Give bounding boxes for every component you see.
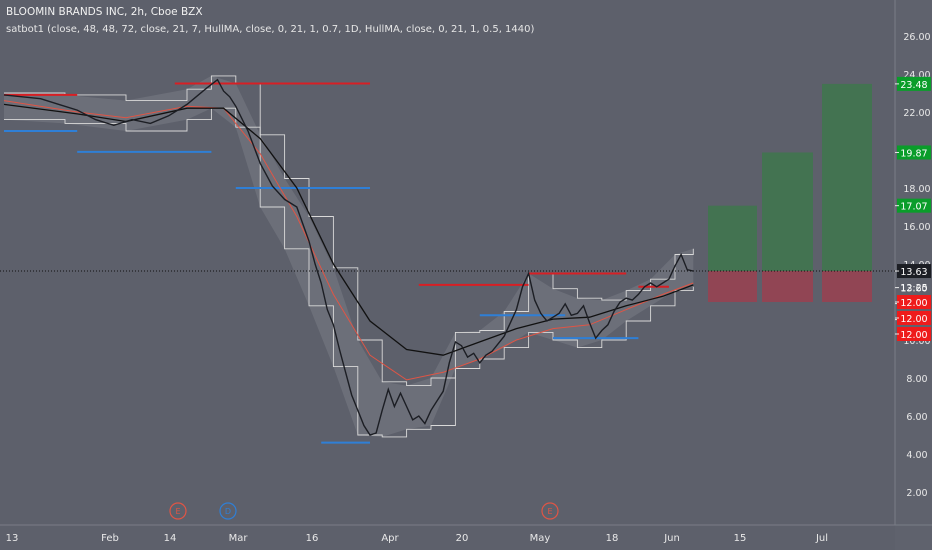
y-tick-label: 22.00 bbox=[903, 108, 930, 119]
last-price-label-bg bbox=[897, 264, 931, 279]
y-tick-label: 8.00 bbox=[906, 374, 927, 385]
y-tick-label: 24.00 bbox=[903, 70, 930, 81]
target-label-2-bg bbox=[897, 145, 931, 160]
target-zone-3 bbox=[708, 205, 757, 272]
stop-label-3: 12.00 bbox=[900, 330, 927, 341]
target-label-3: 17.07 bbox=[900, 202, 927, 213]
level-label-1: 13.60 bbox=[900, 284, 927, 295]
x-tick-label: Apr bbox=[381, 533, 399, 544]
target-zone-2 bbox=[762, 152, 813, 272]
stop-label-1: 12.00 bbox=[900, 298, 927, 309]
x-tick-label: 14 bbox=[164, 533, 177, 544]
target-label-3-bg bbox=[897, 198, 931, 213]
stop-zone-3 bbox=[822, 271, 872, 302]
stop-label-2: 12.00 bbox=[900, 314, 927, 325]
fast-ma-line bbox=[3, 100, 694, 381]
x-tick-label: 20 bbox=[456, 533, 469, 544]
price-line bbox=[3, 78, 694, 436]
stop-label-1-bg bbox=[897, 295, 931, 309]
x-tick-label: 13 bbox=[6, 533, 19, 544]
stop-label-3-bg bbox=[897, 327, 931, 341]
channel-fill bbox=[4, 75, 694, 437]
x-tick-label: Jun bbox=[663, 533, 680, 544]
x-tick-label: May bbox=[530, 533, 551, 544]
earnings-marker bbox=[169, 502, 187, 520]
dividend-marker-letter: D bbox=[225, 507, 231, 516]
y-tick-label: 6.00 bbox=[906, 412, 927, 423]
y-tick-label: 16.00 bbox=[903, 222, 930, 233]
earnings-marker-letter: E bbox=[547, 507, 552, 516]
x-tick-label: 18 bbox=[606, 533, 619, 544]
earnings-marker bbox=[541, 502, 559, 520]
x-tick-label: Mar bbox=[229, 533, 249, 544]
indicator-settings[interactable]: satbot1 (close, 48, 48, 72, close, 21, 7… bbox=[6, 24, 535, 35]
symbol-title: BLOOMIN BRANDS INC, 2h, Cboe BZX bbox=[6, 6, 203, 18]
y-tick-label: 4.00 bbox=[906, 450, 927, 461]
target-label-1: 23.48 bbox=[900, 80, 927, 91]
x-tick-label: 16 bbox=[306, 533, 319, 544]
stop-zone-1 bbox=[708, 271, 757, 302]
y-tick-label: 18.00 bbox=[903, 184, 930, 195]
y-tick-label: 26.00 bbox=[903, 32, 930, 43]
target-label-1-bg bbox=[897, 76, 931, 91]
x-tick-label: Feb bbox=[101, 533, 119, 544]
channel-upper-line bbox=[4, 75, 694, 387]
stop-zone-2 bbox=[762, 271, 813, 302]
earnings-marker-letter: E bbox=[175, 507, 180, 516]
y-tick-label: 2.00 bbox=[906, 488, 927, 499]
dividend-marker bbox=[219, 502, 237, 520]
y-tick-label: 10.00 bbox=[903, 336, 930, 347]
x-tick-label: 15 bbox=[734, 533, 747, 544]
bar-countdown: 12:25 bbox=[900, 283, 927, 294]
last-price-label: 13.63 bbox=[900, 267, 927, 278]
target-zone-1 bbox=[822, 83, 872, 272]
x-tick-label: Jul bbox=[815, 533, 828, 544]
stop-label-2-bg bbox=[897, 311, 931, 325]
target-label-2: 19.87 bbox=[900, 148, 927, 159]
